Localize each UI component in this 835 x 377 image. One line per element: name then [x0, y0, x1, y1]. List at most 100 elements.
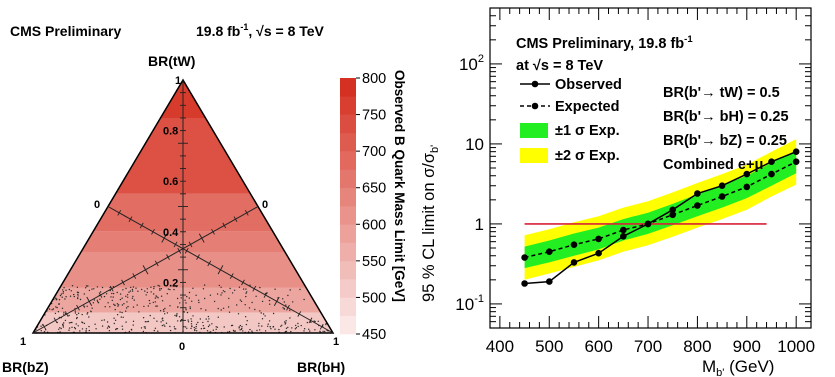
noise-dot [63, 312, 64, 313]
noise-dot [62, 297, 63, 298]
noise-dot [144, 290, 145, 291]
series-observed-point [768, 158, 775, 165]
noise-dot [195, 328, 196, 329]
colorbar-segment [340, 261, 356, 280]
noise-dot [169, 305, 170, 306]
plot-title-sup: -1 [684, 34, 693, 45]
noise-dot [143, 331, 144, 332]
colorbar-segment [340, 169, 356, 188]
noise-dot [90, 311, 91, 312]
noise-dot [125, 288, 126, 289]
noise-dot [270, 326, 271, 327]
noise-dot [153, 318, 154, 319]
noise-dot [155, 297, 156, 298]
noise-dot [170, 330, 171, 331]
noise-dot [205, 309, 206, 310]
noise-dot [224, 291, 225, 292]
noise-dot [245, 288, 246, 289]
noise-dot [256, 330, 257, 331]
noise-dot [65, 320, 66, 321]
series-expected-point [793, 158, 800, 165]
noise-dot [164, 313, 165, 314]
noise-dot [247, 320, 248, 321]
noise-dot [249, 329, 250, 330]
noise-dot [259, 287, 260, 288]
noise-dot [239, 326, 240, 327]
noise-dot [189, 297, 190, 298]
noise-dot [123, 317, 124, 318]
noise-dot [65, 290, 66, 291]
noise-dot [145, 328, 146, 329]
noise-dot [184, 300, 185, 301]
x-tick-labels: 400 500 600 700 800 900 1000 [486, 337, 815, 356]
noise-dot [295, 325, 296, 326]
vertex-top-one: 1 [175, 75, 181, 87]
noise-dot [128, 292, 129, 293]
legend-observed-marker [520, 81, 550, 88]
noise-dot [143, 317, 144, 318]
noise-dot [159, 288, 160, 289]
noise-dot [77, 295, 78, 296]
noise-dot [112, 300, 113, 301]
colorbar-segment [340, 133, 356, 152]
series-observed-point [620, 233, 627, 240]
noise-dot [255, 296, 256, 297]
x-tick-label: 900 [733, 337, 761, 356]
noise-dot [97, 300, 98, 301]
x-axis-label-sub: b' [716, 367, 724, 377]
br-tw-text: BR(b'→ tW) = 0.5 [663, 85, 780, 101]
noise-dot [301, 325, 302, 326]
noise-dot [98, 302, 99, 303]
noise-dot [145, 321, 146, 322]
plot-title-line1: CMS Preliminary, 19.8 fb-1 [516, 34, 693, 52]
noise-dot [259, 310, 260, 311]
noise-dot [157, 331, 158, 332]
noise-dot [297, 323, 298, 324]
noise-dot [318, 321, 319, 322]
noise-dot [185, 309, 186, 310]
noise-dot [183, 326, 184, 327]
noise-dot [239, 329, 240, 330]
colorbar-segment [340, 279, 356, 298]
noise-dot [117, 292, 118, 293]
series-observed-point [645, 221, 652, 228]
noise-dot [163, 309, 164, 310]
noise-dot [299, 289, 300, 290]
noise-dot [51, 309, 52, 310]
noise-dot [133, 324, 134, 325]
noise-dot [167, 293, 168, 294]
noise-dot [262, 318, 263, 319]
noise-dot [68, 330, 69, 331]
noise-dot [203, 325, 204, 326]
colorbar-segment [340, 297, 356, 316]
zero-bottom: 0 [179, 341, 185, 353]
noise-dot [180, 321, 181, 322]
noise-dot [99, 299, 100, 300]
series-observed-point [546, 278, 553, 285]
noise-dot [113, 318, 114, 319]
noise-dot [122, 304, 123, 305]
noise-dot [167, 312, 168, 313]
noise-dot [274, 289, 275, 290]
noise-dot [220, 294, 221, 295]
lumi-header: 19.8 fb-1, √s = 8 TeV [196, 22, 325, 39]
noise-dot [190, 318, 191, 319]
noise-dot [295, 328, 296, 329]
noise-dot [61, 293, 62, 294]
noise-dot [285, 304, 286, 305]
noise-dot [161, 288, 162, 289]
noise-dot [234, 290, 235, 291]
noise-dot [292, 301, 293, 302]
noise-dot [164, 308, 165, 309]
colorbar-segment [340, 96, 356, 115]
noise-dot [159, 285, 160, 286]
y-tick-label: 10-1 [455, 293, 484, 314]
noise-dot [104, 296, 105, 297]
y-tick-base: 1 [475, 215, 484, 234]
noise-dot [77, 292, 78, 293]
noise-dot [82, 322, 83, 323]
y-tick-label: 10 [465, 135, 484, 154]
noise-dot [146, 321, 147, 322]
noise-dot [86, 285, 87, 286]
noise-dot [87, 306, 88, 307]
